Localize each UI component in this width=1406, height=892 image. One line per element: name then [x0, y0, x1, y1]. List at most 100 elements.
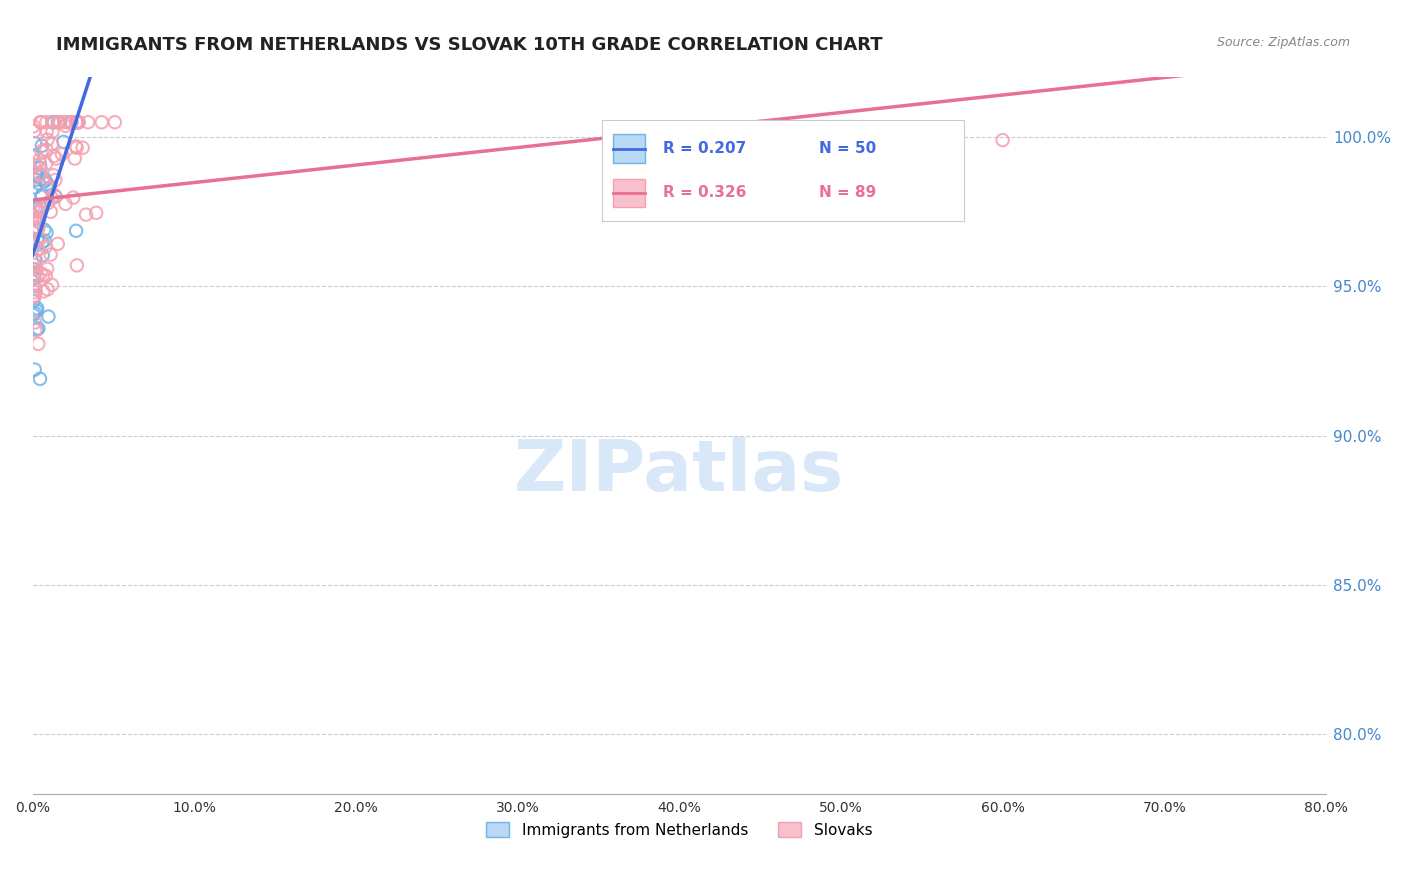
Point [60, 115, 83, 129]
Point [66, 115, 89, 129]
Point [44, 149, 66, 163]
Point [24, 282, 46, 296]
Point [32, 268, 55, 282]
Point [66, 115, 89, 129]
Point [30, 266, 52, 280]
Point [39, 247, 62, 261]
Point [25, 322, 48, 336]
Point [34, 223, 56, 237]
Point [32, 174, 55, 188]
Point [24, 211, 46, 226]
Point [37, 282, 59, 296]
Point [65, 139, 87, 153]
Point [28, 200, 51, 214]
Point [39, 204, 62, 219]
Point [22, 268, 45, 282]
Point [66, 141, 89, 155]
Point [59, 115, 82, 129]
Point [25, 301, 48, 316]
Point [25, 262, 48, 277]
Point [84, 206, 107, 220]
Point [46, 115, 69, 129]
Point [24, 285, 46, 300]
Point [27, 211, 49, 226]
Point [27, 242, 49, 256]
Point [31, 248, 53, 262]
Point [37, 177, 59, 191]
Point [67, 115, 90, 129]
Point [37, 133, 59, 147]
Point [35, 143, 58, 157]
Point [28, 168, 51, 182]
Point [35, 115, 58, 129]
Point [24, 306, 46, 320]
Point [22, 262, 45, 277]
Point [37, 196, 59, 211]
Point [52, 135, 75, 149]
Point [27, 220, 49, 235]
Point [22, 237, 45, 252]
Point [28, 215, 51, 229]
Text: IMMIGRANTS FROM NETHERLANDS VS SLOVAK 10TH GRADE CORRELATION CHART: IMMIGRANTS FROM NETHERLANDS VS SLOVAK 10… [56, 36, 883, 54]
Point [25, 158, 48, 172]
Point [24, 180, 46, 194]
Point [24, 136, 46, 151]
Text: ZIPatlas: ZIPatlas [515, 437, 845, 506]
Point [38, 181, 60, 195]
Point [44, 173, 66, 187]
Point [30, 189, 52, 203]
Point [31, 235, 53, 249]
Point [62, 191, 84, 205]
Point [27, 214, 49, 228]
Point [35, 156, 58, 170]
Point [56, 115, 79, 129]
Point [63, 152, 86, 166]
Point [30, 115, 52, 129]
Point [35, 226, 58, 240]
Point [27, 222, 49, 236]
Point [31, 201, 53, 215]
Point [41, 191, 63, 205]
Point [25, 303, 48, 318]
Point [34, 174, 56, 188]
Point [48, 115, 70, 129]
Point [35, 268, 58, 283]
Point [65, 115, 87, 129]
Point [24, 362, 46, 376]
Point [66, 258, 89, 272]
Point [24, 288, 46, 302]
Point [72, 141, 94, 155]
Point [104, 115, 127, 129]
Point [22, 201, 45, 215]
Point [51, 147, 73, 161]
Point [28, 372, 51, 386]
Point [30, 232, 52, 246]
Point [24, 315, 46, 329]
Point [22, 120, 45, 134]
Point [65, 115, 87, 129]
Point [22, 124, 45, 138]
Point [34, 234, 56, 248]
Point [24, 202, 46, 216]
Point [65, 224, 87, 238]
Point [30, 145, 52, 159]
Point [24, 173, 46, 187]
Point [31, 188, 53, 202]
Point [30, 161, 52, 175]
Point [30, 115, 52, 129]
Point [31, 138, 53, 153]
Point [44, 188, 66, 202]
Point [37, 310, 59, 324]
Point [22, 308, 45, 322]
Point [27, 336, 49, 351]
Point [90, 115, 112, 129]
Point [22, 290, 45, 304]
Point [22, 294, 45, 309]
Point [42, 115, 65, 129]
Point [22, 279, 45, 293]
Point [28, 153, 51, 167]
Point [25, 167, 48, 181]
Point [49, 115, 72, 129]
Point [37, 261, 59, 276]
Point [45, 189, 67, 203]
